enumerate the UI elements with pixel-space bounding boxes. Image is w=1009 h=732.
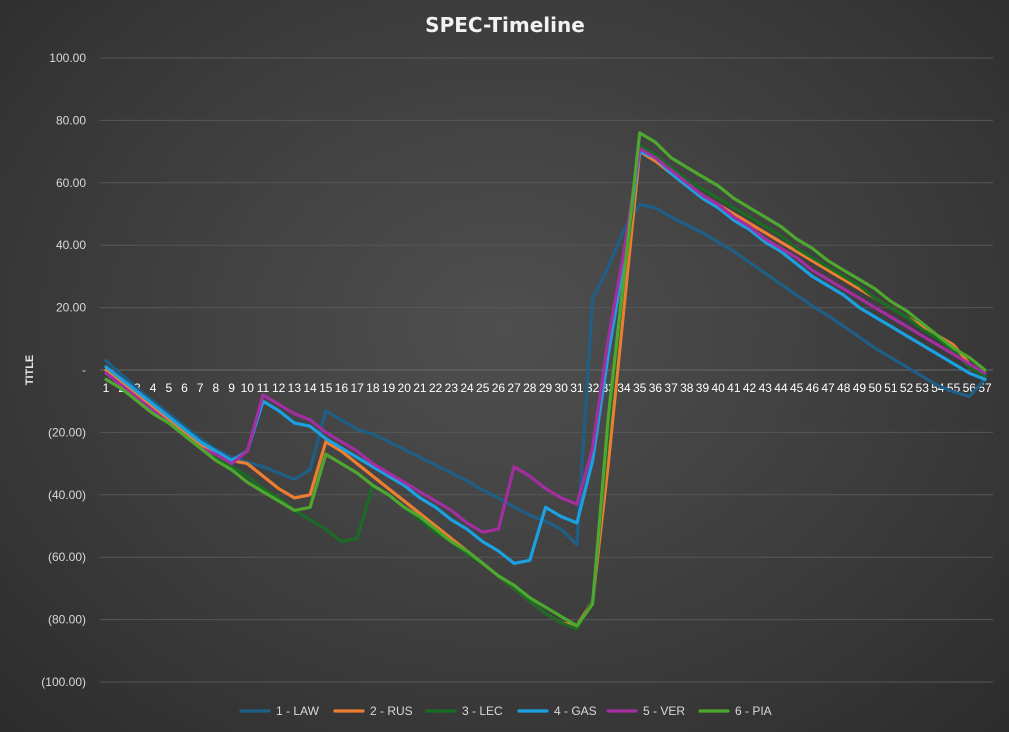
x-tick-label: 13 bbox=[288, 381, 302, 395]
y-tick-label: 60.00 bbox=[56, 176, 86, 190]
x-tick-label: 34 bbox=[617, 381, 631, 395]
gridlines bbox=[100, 57, 993, 683]
series-line bbox=[104, 143, 987, 631]
x-tick-label: 37 bbox=[664, 381, 678, 395]
x-tick-label: 10 bbox=[241, 381, 255, 395]
series-line bbox=[104, 150, 987, 566]
x-tick-label: 28 bbox=[523, 381, 537, 395]
x-tick-label: 14 bbox=[303, 381, 317, 395]
legend-label: 5 - VER bbox=[643, 704, 685, 718]
legend-label: 3 - LEC bbox=[462, 704, 503, 718]
x-tick-label: 27 bbox=[507, 381, 521, 395]
legend: 1 - LAW 2 - RUS 3 - LEC 4 - GAS 5 - VER 6 - P… bbox=[239, 704, 772, 718]
y-tick-label: 100.00 bbox=[49, 51, 86, 65]
series-line bbox=[104, 146, 987, 534]
x-tick-label: 35 bbox=[633, 381, 647, 395]
x-tick-label: 31 bbox=[570, 381, 584, 395]
x-tick-label: 41 bbox=[727, 381, 741, 395]
x-tick-label: 51 bbox=[884, 381, 898, 395]
x-tick-label: 1 bbox=[103, 381, 110, 395]
y-tick-label: 40.00 bbox=[56, 238, 86, 252]
x-tick-label: 36 bbox=[649, 381, 663, 395]
x-tick-label: 48 bbox=[837, 381, 851, 395]
x-tick-label: 45 bbox=[790, 381, 804, 395]
x-tick-label: 44 bbox=[774, 381, 788, 395]
x-tick-label: 40 bbox=[711, 381, 725, 395]
y-tick-label: 80.00 bbox=[56, 113, 86, 127]
y-axis-ticks: 100.00 80.00 60.00 40.00 20.00 - (20.00) (40.00… bbox=[41, 51, 86, 689]
y-axis-label: TITLE bbox=[24, 355, 36, 386]
y-tick-label: 20.00 bbox=[56, 301, 86, 315]
legend-label: 4 - GAS bbox=[554, 704, 597, 718]
legend-label: 1 - LAW bbox=[276, 704, 320, 718]
series-line bbox=[104, 203, 987, 547]
x-tick-label: 52 bbox=[900, 381, 914, 395]
x-tick-label: 19 bbox=[382, 381, 396, 395]
series-lines bbox=[104, 131, 987, 631]
x-tick-label: 50 bbox=[868, 381, 882, 395]
legend-label: 6 - PIA bbox=[735, 704, 772, 718]
x-tick-label: 7 bbox=[197, 381, 204, 395]
x-tick-label: 38 bbox=[680, 381, 694, 395]
x-tick-label: 49 bbox=[853, 381, 867, 395]
x-tick-label: 20 bbox=[398, 381, 412, 395]
x-tick-label: 43 bbox=[759, 381, 773, 395]
y-tick-label: (40.00) bbox=[48, 488, 86, 502]
x-tick-label: 26 bbox=[492, 381, 506, 395]
y-tick-label: (80.00) bbox=[48, 613, 86, 627]
chart-title: SPEC-Timeline bbox=[425, 13, 585, 37]
y-tick-label: (20.00) bbox=[48, 425, 86, 439]
x-tick-label: 42 bbox=[743, 381, 757, 395]
series-line bbox=[104, 131, 987, 628]
x-tick-label: 39 bbox=[696, 381, 710, 395]
x-tick-label: 16 bbox=[335, 381, 349, 395]
x-tick-label: 6 bbox=[181, 381, 188, 395]
x-tick-label: 47 bbox=[821, 381, 835, 395]
x-tick-label: 8 bbox=[213, 381, 220, 395]
x-tick-label: 22 bbox=[429, 381, 443, 395]
x-tick-label: 9 bbox=[228, 381, 235, 395]
x-tick-label: 29 bbox=[539, 381, 553, 395]
x-tick-label: 32 bbox=[586, 381, 600, 395]
x-axis-ticks: 1 2 3 4 5 6 7 8 9 10 11 12 13 14 15 16 17 18 19 20 21 22 23 24 2… bbox=[103, 381, 992, 395]
legend-label: 2 - RUS bbox=[370, 704, 413, 718]
y-tick-label: - bbox=[82, 363, 86, 377]
x-tick-label: 30 bbox=[555, 381, 569, 395]
x-tick-label: 4 bbox=[150, 381, 157, 395]
x-tick-label: 12 bbox=[272, 381, 286, 395]
x-tick-label: 18 bbox=[366, 381, 380, 395]
x-tick-label: 23 bbox=[445, 381, 459, 395]
x-tick-label: 5 bbox=[165, 381, 172, 395]
x-tick-label: 15 bbox=[319, 381, 333, 395]
x-tick-label: 25 bbox=[476, 381, 490, 395]
y-tick-label: (60.00) bbox=[48, 550, 86, 564]
x-tick-label: 53 bbox=[916, 381, 930, 395]
x-tick-label: 24 bbox=[460, 381, 474, 395]
x-tick-label: 17 bbox=[350, 381, 364, 395]
x-tick-label: 11 bbox=[257, 381, 270, 395]
x-tick-label: 21 bbox=[413, 381, 427, 395]
x-tick-label: 46 bbox=[806, 381, 820, 395]
y-tick-label: (100.00) bbox=[41, 675, 86, 689]
